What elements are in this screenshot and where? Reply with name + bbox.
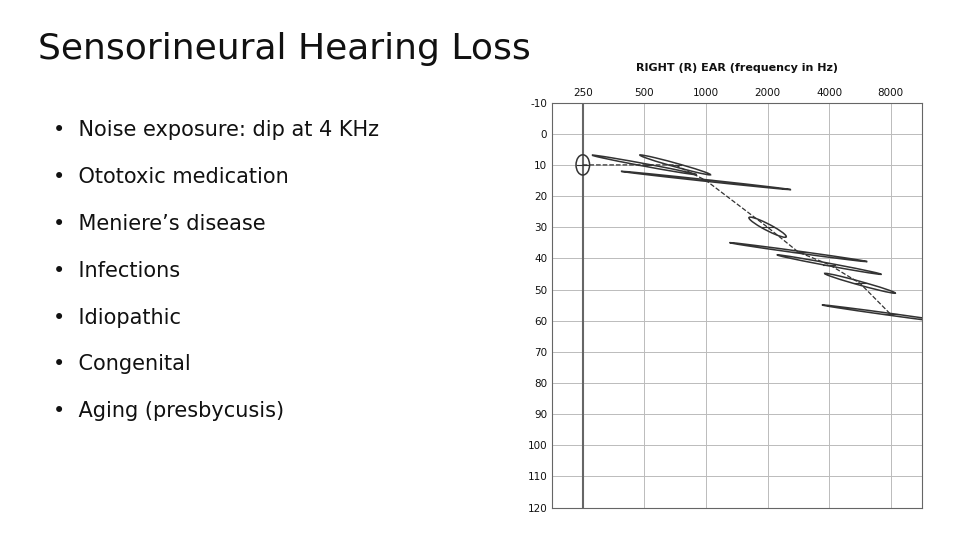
Text: •  Ototoxic medication: • Ototoxic medication xyxy=(53,166,289,187)
Text: Sensorineural Hearing Loss: Sensorineural Hearing Loss xyxy=(38,32,531,66)
Text: •  Meniere’s disease: • Meniere’s disease xyxy=(53,213,265,234)
Title: RIGHT (R) EAR (frequency in Hz): RIGHT (R) EAR (frequency in Hz) xyxy=(636,63,838,73)
Text: •  Congenital: • Congenital xyxy=(53,354,190,375)
Text: •  Noise exposure: dip at 4 KHz: • Noise exposure: dip at 4 KHz xyxy=(53,119,379,140)
Text: •  Aging (presbycusis): • Aging (presbycusis) xyxy=(53,401,284,422)
Text: •  Infections: • Infections xyxy=(53,260,180,281)
Text: •  Idiopathic: • Idiopathic xyxy=(53,307,180,328)
